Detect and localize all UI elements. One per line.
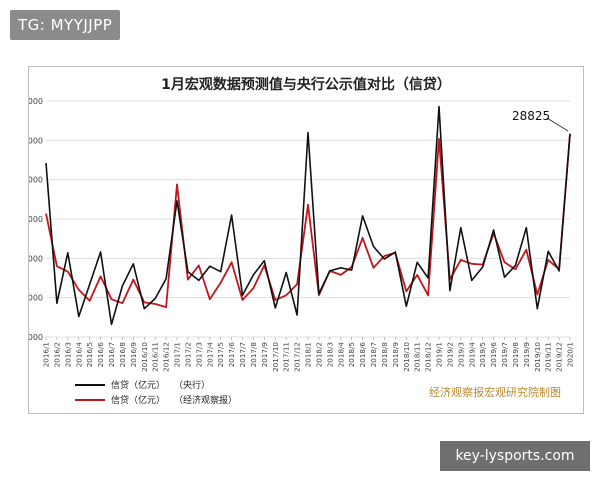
x-tick-label: 2016/7 — [107, 342, 116, 367]
x-tick-label: 2019/2 — [445, 342, 454, 367]
annotation-label: 28825 — [512, 109, 550, 123]
x-tick-label: 2018/2 — [314, 342, 323, 367]
x-tick-label: 2019/4 — [467, 342, 476, 368]
x-tick-label: 2019/6 — [489, 342, 498, 368]
x-tick-label: 2019/9 — [522, 342, 531, 368]
x-tick-label: 2016/9 — [129, 342, 138, 368]
x-tick-label: 2017/10 — [271, 342, 280, 372]
x-tick-label: 2018/5 — [347, 342, 356, 367]
x-tick-label: 2018/10 — [402, 342, 411, 372]
x-tick-label: 2018/9 — [391, 342, 400, 368]
x-tick-label: 2016/2 — [52, 342, 61, 367]
x-tick-label: 2019/10 — [533, 342, 542, 372]
y-tick-label: 23000 — [29, 176, 43, 185]
x-tick-label: 2017/7 — [238, 342, 247, 367]
x-tick-label: 2019/7 — [500, 342, 509, 367]
x-tick-label: 2016/11 — [151, 342, 160, 372]
chart-title: 1月宏观数据预测值与央行公示值对比（信贷） — [161, 76, 451, 93]
x-tick-label: 2017/12 — [293, 342, 302, 372]
y-tick-label: 18000 — [29, 215, 43, 224]
x-tick-label: 2018/3 — [325, 342, 334, 367]
x-tick-label: 2017/6 — [227, 342, 236, 368]
series-lines — [45, 105, 571, 326]
y-tick-label: 28000 — [29, 136, 43, 145]
footer-site-badge: key-lysports.com — [440, 441, 590, 471]
x-tick-label: 2017/11 — [282, 342, 291, 372]
source-note: 经济观察报宏观研究院制图 — [429, 385, 561, 399]
x-tick-label: 2016/6 — [96, 342, 105, 368]
x-tick-label: 2018/1 — [304, 342, 313, 367]
x-tick-label: 2016/10 — [140, 342, 149, 372]
x-tick-label: 2018/4 — [336, 342, 345, 368]
x-tick-label: 2017/5 — [216, 342, 225, 367]
x-tick-label: 2016/8 — [118, 342, 127, 368]
x-tick-label: 2019/11 — [544, 342, 553, 372]
annotation-leader-line — [546, 117, 569, 132]
y-tick-label: 3000 — [29, 333, 43, 342]
x-tick-label: 2019/5 — [478, 342, 487, 367]
x-tick-label: 2017/8 — [249, 342, 258, 368]
y-tick-label: 33000 — [29, 97, 43, 106]
series-line-central-bank — [45, 105, 571, 326]
x-tick-label: 2017/1 — [173, 342, 182, 367]
x-tick-label: 2019/8 — [511, 342, 520, 368]
x-tick-label: 2017/9 — [260, 342, 269, 368]
y-axis-labels: 3000 8000 13000 18000 23000 28000 33000 — [18, 97, 43, 342]
x-axis-labels: 2016/1 2016/2 2016/3 2016/4 2016/5 2016/6 2016… — [42, 337, 575, 372]
x-tick-label: 2020/1 — [566, 342, 575, 367]
x-tick-label: 2018/11 — [413, 342, 422, 372]
x-tick-label: 2018/7 — [369, 342, 378, 367]
x-tick-label: 2016/1 — [42, 342, 51, 367]
x-tick-label: 2016/4 — [74, 342, 83, 368]
x-tick-label: 2017/3 — [194, 342, 203, 367]
x-tick-label: 2018/12 — [424, 342, 433, 372]
x-tick-label: 2019/3 — [456, 342, 465, 367]
legend-label-central-bank: 信贷（亿元） — [111, 379, 165, 391]
y-tick-label: 8000 — [29, 294, 43, 303]
x-tick-label: 2016/12 — [162, 342, 171, 372]
legend: 信贷（亿元） （央行） 信贷（亿元） （经济观察报） — [75, 379, 237, 406]
credit-comparison-chart: 1月宏观数据预测值与央行公示值对比（信贷） 3000 8000 13000 18000… — [18, 76, 575, 406]
x-tick-label: 2017/2 — [183, 342, 192, 367]
x-tick-label: 2018/8 — [380, 342, 389, 368]
legend-source-eeo: （经济观察报） — [174, 394, 237, 406]
x-tick-label: 2019/12 — [555, 342, 564, 372]
overlay-tag: TG: MYYJJPP — [10, 10, 121, 40]
annotation-group: 28825 — [512, 109, 569, 132]
x-tick-label: 2017/4 — [205, 342, 214, 368]
x-tick-label: 2016/5 — [85, 342, 94, 367]
legend-source-central-bank: （央行） — [174, 379, 210, 391]
chart-frame: 1月宏观数据预测值与央行公示值对比（信贷） 3000 8000 13000 18000… — [18, 66, 584, 414]
y-tick-label: 13000 — [29, 254, 43, 263]
x-tick-label: 2019/1 — [435, 342, 444, 367]
legend-label-eeo: 信贷（亿元） — [111, 394, 165, 406]
x-tick-label: 2018/6 — [358, 342, 367, 368]
x-tick-label: 2016/3 — [63, 342, 72, 367]
